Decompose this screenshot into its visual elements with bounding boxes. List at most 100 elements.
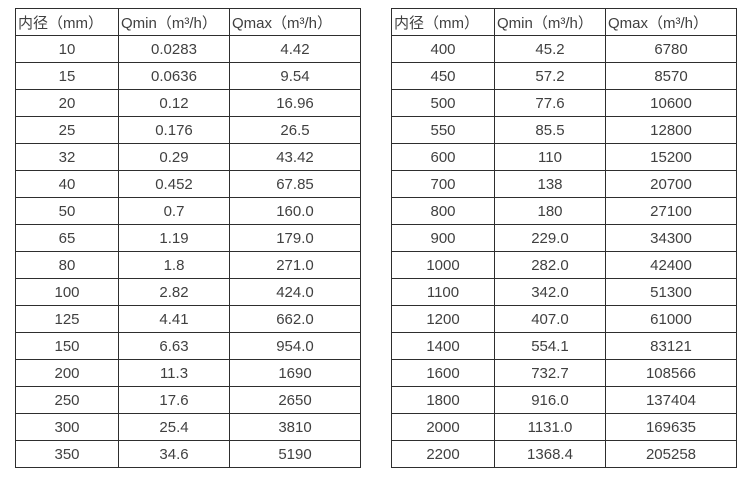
table-cell: 137404 <box>605 386 737 414</box>
table-cell: 450 <box>391 62 495 90</box>
table-cell: 1200 <box>391 305 495 333</box>
table-row: 1100 342.0 51300 <box>391 278 737 306</box>
table-cell: 34.6 <box>118 440 230 468</box>
table-cell: 229.0 <box>494 224 606 252</box>
table-cell: 42400 <box>605 251 737 279</box>
header-row: 内径（mm） Qmin（m³/h） Qmax（m³/h） <box>391 8 737 36</box>
table-cell: 45.2 <box>494 35 606 63</box>
header-cell-diameter: 内径（mm） <box>391 8 495 36</box>
table-cell: 662.0 <box>229 305 361 333</box>
table-cell: 600 <box>391 143 495 171</box>
table-row: 15 0.0636 9.54 <box>15 62 361 90</box>
table-cell: 1690 <box>229 359 361 387</box>
table-row: 800 180 27100 <box>391 197 737 225</box>
table-cell: 32 <box>15 143 119 171</box>
table-cell: 27100 <box>605 197 737 225</box>
table-cell: 20700 <box>605 170 737 198</box>
table-cell: 500 <box>391 89 495 117</box>
table-cell: 160.0 <box>229 197 361 225</box>
table-cell: 9.54 <box>229 62 361 90</box>
table-cell: 43.42 <box>229 143 361 171</box>
table-cell: 282.0 <box>494 251 606 279</box>
table-cell: 138 <box>494 170 606 198</box>
table-cell: 1400 <box>391 332 495 360</box>
table-row: 550 85.5 12800 <box>391 116 737 144</box>
table-row: 125 4.41 662.0 <box>15 305 361 333</box>
table-row: 10 0.0283 4.42 <box>15 35 361 63</box>
table-row: 200 11.3 1690 <box>15 359 361 387</box>
table-row: 65 1.19 179.0 <box>15 224 361 252</box>
table-cell: 10 <box>15 35 119 63</box>
table-row: 25 0.176 26.5 <box>15 116 361 144</box>
table-cell: 51300 <box>605 278 737 306</box>
table-row: 2200 1368.4 205258 <box>391 440 737 468</box>
table-cell: 40 <box>15 170 119 198</box>
table-cell: 400 <box>391 35 495 63</box>
table-cell: 424.0 <box>229 278 361 306</box>
table-row: 32 0.29 43.42 <box>15 143 361 171</box>
table-body: 400 45.2 6780 450 57.2 8570 500 77.6 10600 550 85.… <box>391 35 737 468</box>
table-cell: 83121 <box>605 332 737 360</box>
table-cell: 34300 <box>605 224 737 252</box>
table-row: 600 110 15200 <box>391 143 737 171</box>
table-cell: 342.0 <box>494 278 606 306</box>
table-cell: 77.6 <box>494 89 606 117</box>
table-cell: 407.0 <box>494 305 606 333</box>
table-cell: 1.19 <box>118 224 230 252</box>
table-cell: 6.63 <box>118 332 230 360</box>
table-cell: 57.2 <box>494 62 606 90</box>
table-cell: 15 <box>15 62 119 90</box>
table-cell: 205258 <box>605 440 737 468</box>
table-cell: 8570 <box>605 62 737 90</box>
table-cell: 15200 <box>605 143 737 171</box>
table-cell: 25.4 <box>118 413 230 441</box>
table-cell: 1.8 <box>118 251 230 279</box>
table-cell: 2200 <box>391 440 495 468</box>
table-row: 450 57.2 8570 <box>391 62 737 90</box>
table-cell: 67.85 <box>229 170 361 198</box>
table-cell: 554.1 <box>494 332 606 360</box>
header-row: 内径（mm） Qmin（m³/h） Qmax（m³/h） <box>15 8 361 36</box>
table-cell: 65 <box>15 224 119 252</box>
table-cell: 80 <box>15 251 119 279</box>
table-cell: 250 <box>15 386 119 414</box>
table-row: 50 0.7 160.0 <box>15 197 361 225</box>
header-cell-qmin: Qmin（m³/h） <box>118 8 230 36</box>
table-row: 300 25.4 3810 <box>15 413 361 441</box>
table-cell: 200 <box>15 359 119 387</box>
table-cell: 169635 <box>605 413 737 441</box>
table-row: 150 6.63 954.0 <box>15 332 361 360</box>
table-cell: 1800 <box>391 386 495 414</box>
table-row: 350 34.6 5190 <box>15 440 361 468</box>
table-cell: 179.0 <box>229 224 361 252</box>
table-cell: 10600 <box>605 89 737 117</box>
table-cell: 110 <box>494 143 606 171</box>
table-cell: 300 <box>15 413 119 441</box>
header-cell-qmax: Qmax（m³/h） <box>229 8 361 36</box>
table-row: 400 45.2 6780 <box>391 35 737 63</box>
table-cell: 6780 <box>605 35 737 63</box>
table-cell: 100 <box>15 278 119 306</box>
table-row: 40 0.452 67.85 <box>15 170 361 198</box>
table-cell: 550 <box>391 116 495 144</box>
tables-container: 内径（mm） Qmin（m³/h） Qmax（m³/h） 10 0.0283 4.4… <box>15 8 737 468</box>
table-cell: 0.452 <box>118 170 230 198</box>
table-cell: 17.6 <box>118 386 230 414</box>
table-cell: 0.176 <box>118 116 230 144</box>
table-cell: 50 <box>15 197 119 225</box>
table-cell: 350 <box>15 440 119 468</box>
table-cell: 26.5 <box>229 116 361 144</box>
table-cell: 125 <box>15 305 119 333</box>
table-cell: 4.42 <box>229 35 361 63</box>
table-cell: 5190 <box>229 440 361 468</box>
table-cell: 732.7 <box>494 359 606 387</box>
table-body: 10 0.0283 4.42 15 0.0636 9.54 20 0.12 16.96 25 0.1… <box>15 35 361 468</box>
table-row: 100 2.82 424.0 <box>15 278 361 306</box>
table-row: 700 138 20700 <box>391 170 737 198</box>
spec-table-right: 内径（mm） Qmin（m³/h） Qmax（m³/h） 400 45.2 6780… <box>391 8 737 468</box>
table-cell: 20 <box>15 89 119 117</box>
table-cell: 954.0 <box>229 332 361 360</box>
table-row: 1000 282.0 42400 <box>391 251 737 279</box>
table-row: 2000 1131.0 169635 <box>391 413 737 441</box>
table-header: 内径（mm） Qmin（m³/h） Qmax（m³/h） <box>15 8 361 36</box>
